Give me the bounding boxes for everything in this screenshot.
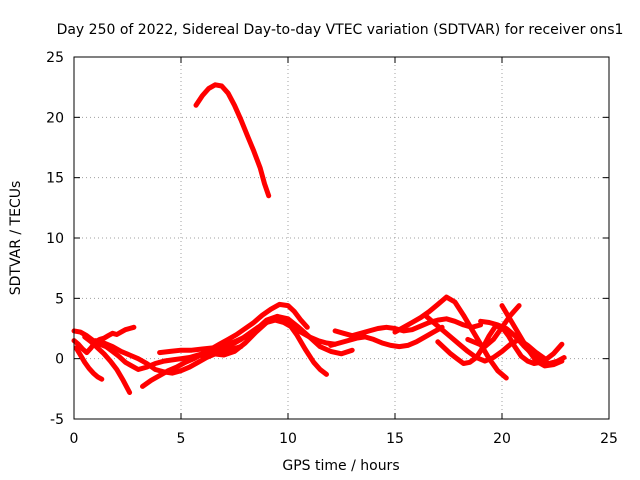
y-tick-label: 20 <box>46 110 64 126</box>
y-tick-label: 15 <box>46 171 64 187</box>
series-arc-c <box>73 345 105 382</box>
y-tick-label: -5 <box>50 412 64 428</box>
x-axis-label: GPS time / hours <box>282 458 399 474</box>
series-arc-f <box>140 301 310 389</box>
chart-title: Day 250 of 2022, Sidereal Day-to-day VTE… <box>57 22 624 38</box>
x-tick-label: 15 <box>386 431 404 447</box>
y-tick-label: 0 <box>55 352 64 368</box>
series-arc-high <box>193 82 272 199</box>
y-tick-label: 5 <box>55 291 64 307</box>
y-tick-label: 25 <box>46 50 64 66</box>
y-tick-label: 10 <box>46 231 64 247</box>
series-arc-i <box>332 316 484 339</box>
x-tick-label: 25 <box>600 431 618 447</box>
series-arc-h <box>199 313 355 359</box>
x-tick-label: 20 <box>493 431 511 447</box>
series-arc-k <box>392 294 509 381</box>
series-layer <box>71 82 567 395</box>
series-arc-d <box>82 334 133 395</box>
series-arc-o <box>499 303 565 369</box>
x-tick-label: 10 <box>279 431 297 447</box>
series-arc-j <box>328 324 445 350</box>
x-tick-label: 5 <box>177 431 186 447</box>
series-arc-b <box>71 324 137 356</box>
series-arc-g <box>157 313 329 377</box>
x-tick-label: 0 <box>70 431 79 447</box>
series-arc-p <box>465 303 522 350</box>
tick-layer: 0 5 10 15 20 25 -5 0 5 10 15 20 25 <box>46 50 618 447</box>
y-axis-label: SDTVAR / TECUs <box>8 181 24 296</box>
grid-layer <box>74 57 609 419</box>
